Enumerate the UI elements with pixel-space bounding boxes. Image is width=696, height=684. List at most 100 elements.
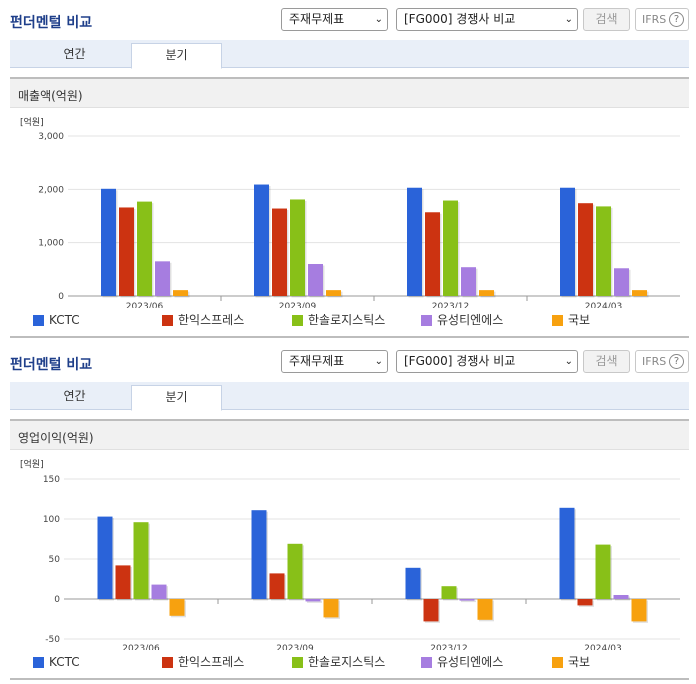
period-tabs: 연간 분기 [10,382,689,411]
chart-title: 영업이익(억원) [18,431,94,445]
tab-quarterly[interactable]: 분기 [131,385,222,411]
panel-header: 영업이익(억원) [10,421,689,450]
chart-title: 매출액(억원) [18,89,83,103]
x-tick-label: 2024/03 [585,302,622,308]
search-button[interactable]: 검색 [583,350,630,373]
legend-label: 유성티엔에스 [437,313,504,327]
x-tick-label: 2024/03 [584,644,621,650]
legend-swatch [33,315,44,326]
bar [443,200,458,296]
bar [596,206,611,296]
bar [101,188,116,296]
panel-divider [10,678,689,680]
x-tick-label: 2023/09 [279,302,317,308]
section-title: 펀더멘털 비교 [10,15,93,31]
chart-legend: KCTC 한익스프레스 한솔로지스틱스 유성티엔에스 국보 [0,310,696,330]
bar [290,199,305,296]
comparison-group-value: [FG000] 경쟁사 비교 [404,354,516,368]
bar [459,599,475,601]
bar [173,290,188,296]
bar [326,290,341,296]
legend-label: 국보 [568,655,591,669]
bar [115,565,131,599]
bar [155,261,170,296]
section-header: 펀더멘털 비교 주재무제표 ⌄ [FG000] 경쟁사 비교 ⌄ 검색 IFRS… [0,342,696,380]
tab-annual[interactable]: 연간 [63,47,86,61]
fundamental-section-operating-profit: 펀더멘털 비교 주재무제표 ⌄ [FG000] 경쟁사 비교 ⌄ 검색 IFRS… [0,342,696,684]
chevron-down-icon: ⌄ [564,14,573,25]
help-icon[interactable]: ? [669,354,684,369]
ifrs-label: IFRS [642,355,667,368]
tab-quarterly[interactable]: 분기 [131,43,222,69]
bar [405,567,421,599]
legend-label: 한익스프레스 [178,655,245,669]
y-tick-label: 1,000 [38,239,64,249]
bar [151,584,167,599]
legend-label: 한익스프레스 [178,313,245,327]
x-tick-label: 2023/06 [122,644,160,650]
period-tabs: 연간 분기 [10,40,689,69]
chart-legend: KCTC 한익스프레스 한솔로지스틱스 유성티엔에스 국보 [0,652,696,672]
unit-label: [억원] [20,116,44,128]
search-button[interactable]: 검색 [583,8,630,31]
bar [631,599,647,622]
tab-annual[interactable]: 연간 [63,389,86,403]
y-tick-label: 100 [43,515,60,525]
legend-swatch [162,315,173,326]
panel-header: 매출액(억원) [10,79,689,108]
operating-profit-bar-chart: [억원] -50 0 50 100 150 2023/06 2023/09 2023/12 202… [20,458,680,650]
bar [97,516,113,599]
bar [169,599,185,616]
bar [305,599,321,602]
bar [613,595,629,599]
legend-swatch [552,315,563,326]
statement-type-value: 주재무제표 [289,354,345,368]
bar [119,207,134,296]
revenue-bar-chart: [억원] 0 1,000 2,000 3,000 2023/06 2023/09 2023/1… [20,116,680,308]
ifrs-button[interactable]: IFRS ? [635,350,689,373]
unit-label: [억원] [20,458,44,470]
statement-type-select[interactable]: 주재무제표 ⌄ [281,8,388,31]
y-tick-label: 0 [54,595,60,605]
bar [560,187,575,296]
ifrs-button[interactable]: IFRS ? [635,8,689,31]
bar [251,510,267,599]
legend-label: 한솔로지스틱스 [308,655,386,669]
section-header: 펀더멘털 비교 주재무제표 ⌄ [FG000] 경쟁사 비교 ⌄ 검색 IFRS… [0,0,696,38]
legend-swatch [421,315,432,326]
x-tick-label: 2023/12 [430,644,467,650]
x-tick-label: 2023/12 [432,302,469,308]
legend-label: KCTC [49,655,80,669]
bar [254,184,269,296]
bar [577,599,593,606]
comparison-group-value: [FG000] 경쟁사 비교 [404,12,516,26]
comparison-group-select[interactable]: [FG000] 경쟁사 비교 ⌄ [396,350,578,373]
bar [323,599,339,618]
y-tick-label: 50 [49,555,61,565]
bar [137,201,152,296]
y-tick-label: 150 [43,475,60,485]
legend-swatch [33,657,44,668]
fundamental-section-revenue: 펀더멘털 비교 주재무제표 ⌄ [FG000] 경쟁사 비교 ⌄ 검색 IFRS… [0,0,696,338]
bar [479,290,494,296]
y-tick-label: -50 [45,635,60,645]
bar [477,599,493,620]
comparison-group-select[interactable]: [FG000] 경쟁사 비교 ⌄ [396,8,578,31]
panel-divider [10,419,689,421]
bar [133,522,149,599]
bar [269,573,285,599]
bar [559,507,575,599]
chevron-down-icon: ⌄ [374,356,383,367]
bar [578,203,593,296]
bar [308,264,323,296]
statement-type-select[interactable]: 주재무제표 ⌄ [281,350,388,373]
help-icon[interactable]: ? [669,12,684,27]
legend-label: 한솔로지스틱스 [308,313,386,327]
bar [425,212,440,296]
panel-divider [10,77,689,79]
legend-swatch [292,315,303,326]
bar [407,187,422,296]
legend-swatch [421,657,432,668]
bar [614,268,629,296]
y-tick-label: 0 [58,292,64,302]
